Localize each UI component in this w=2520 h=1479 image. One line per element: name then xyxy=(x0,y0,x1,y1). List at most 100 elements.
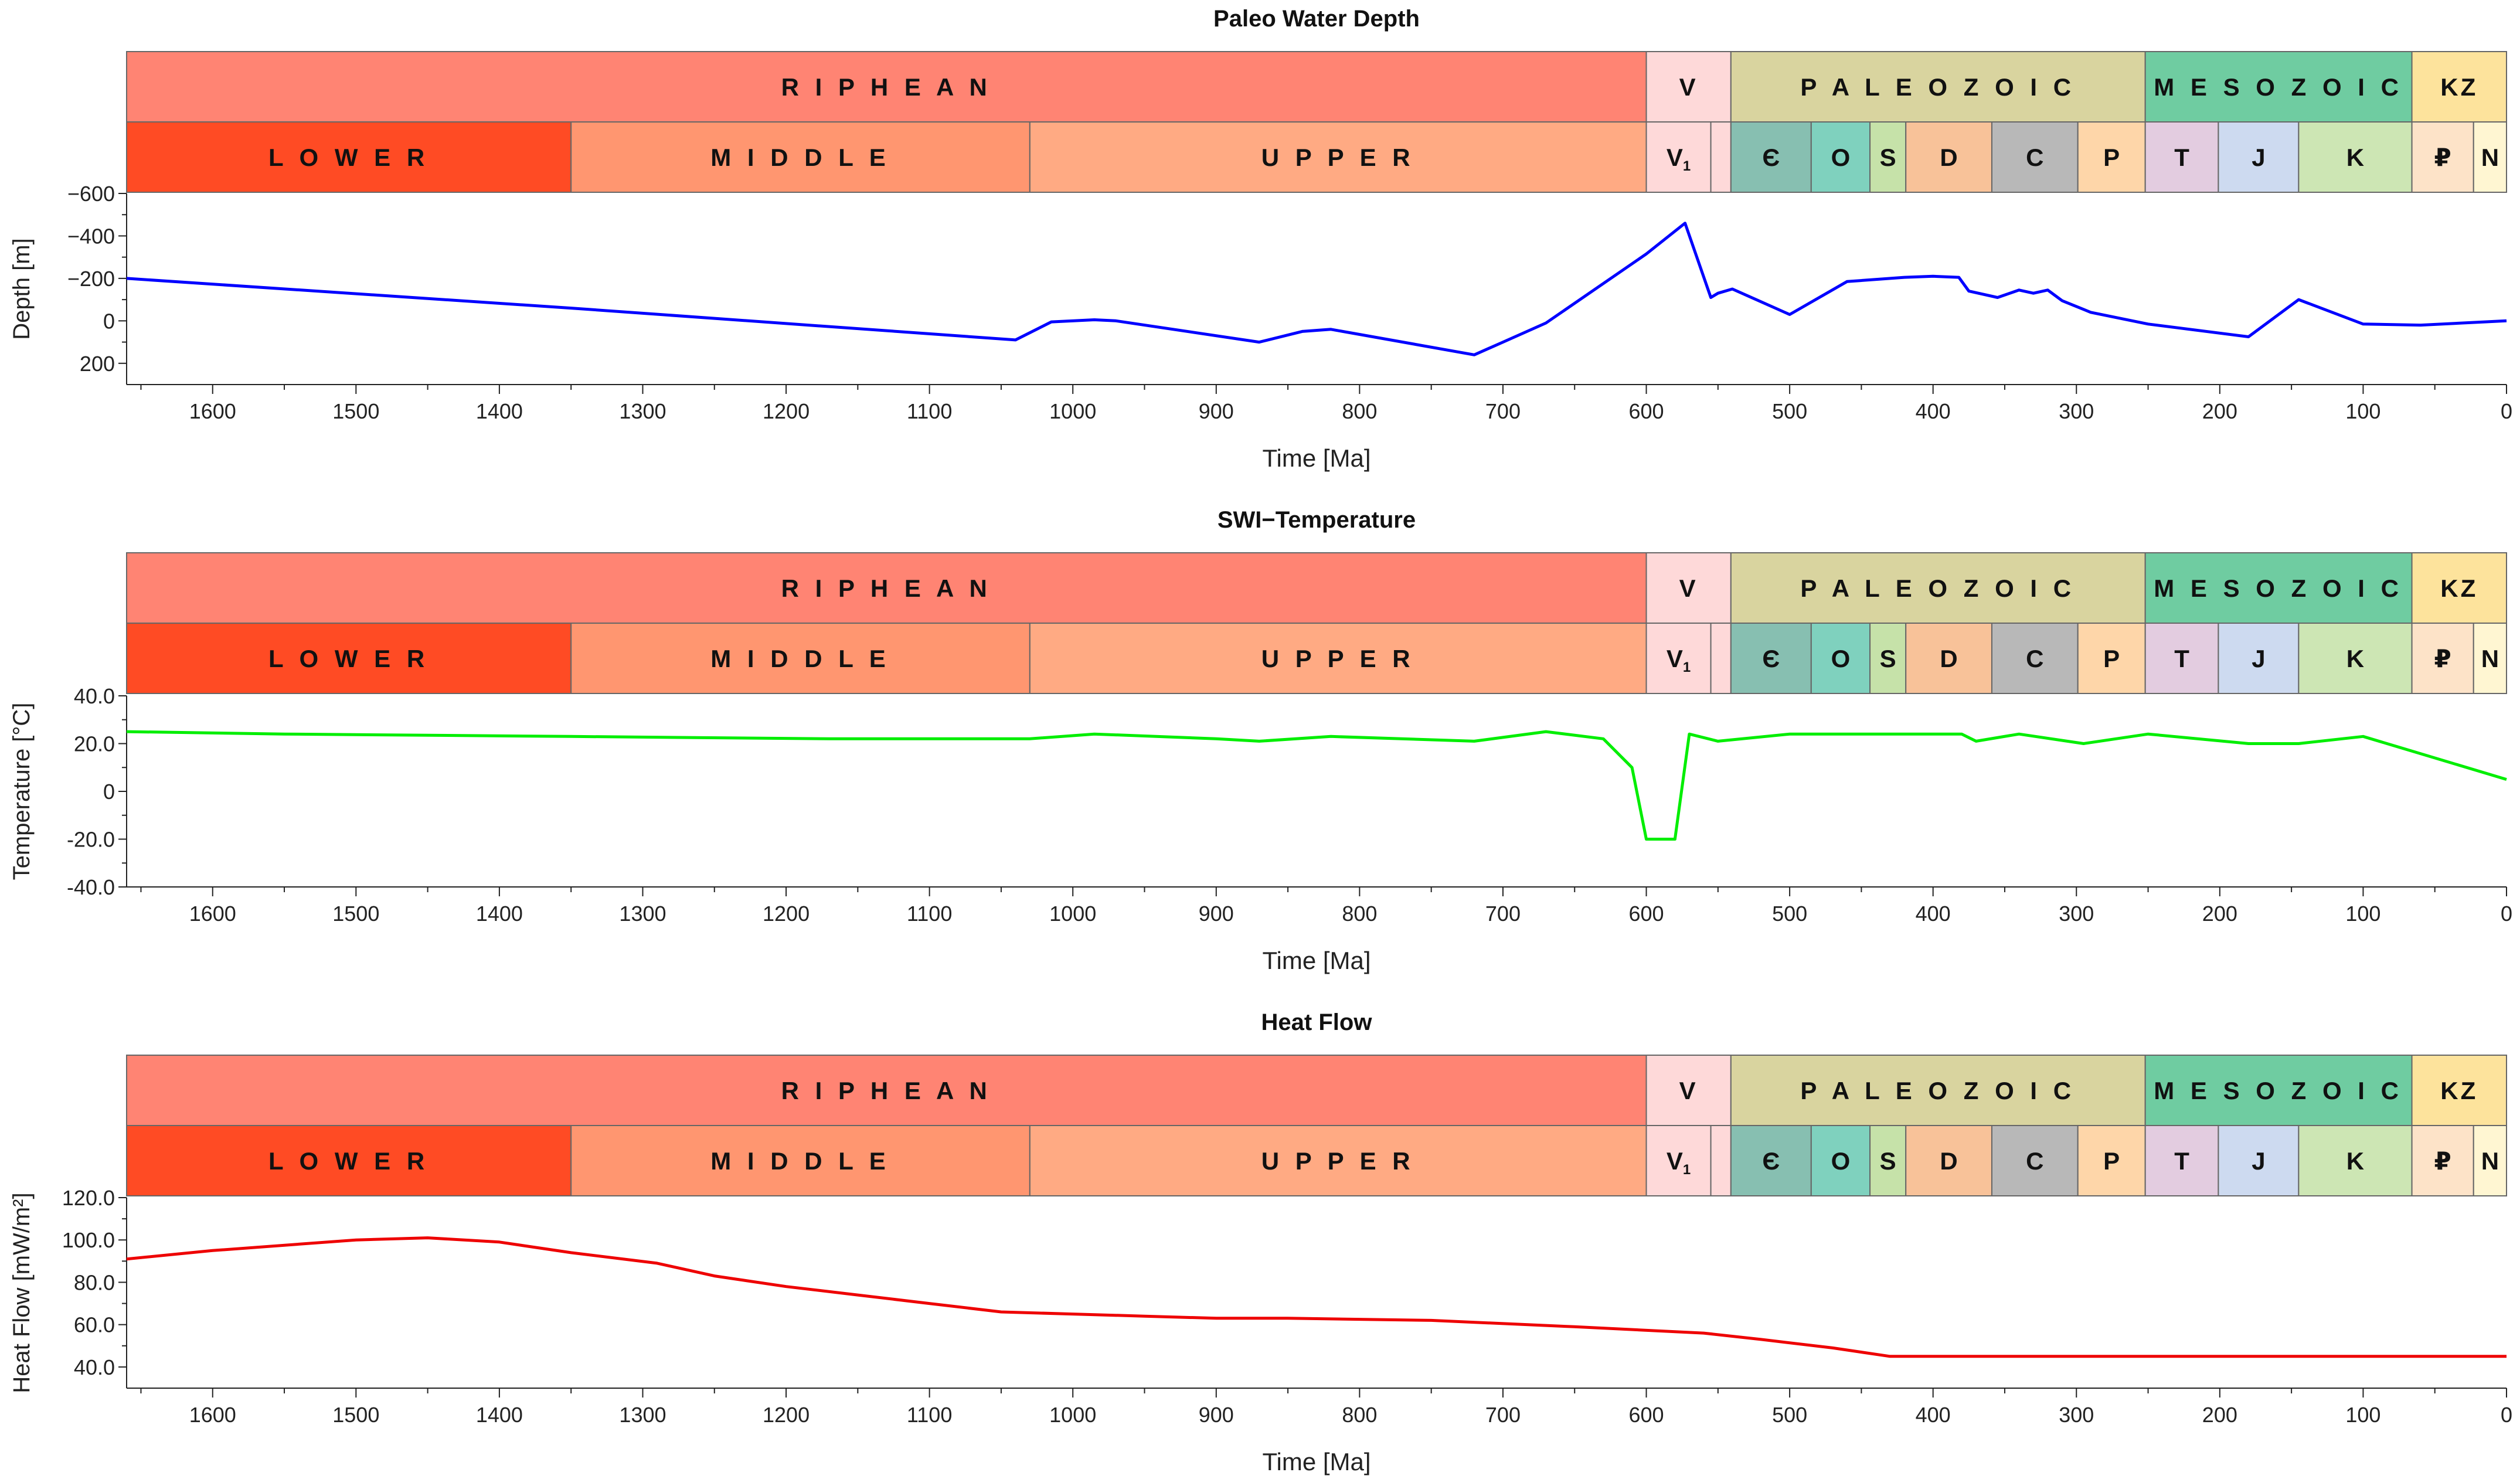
period-label: L O W E R xyxy=(268,144,429,171)
x-tick-label: 1500 xyxy=(332,1403,379,1427)
x-tick-label: 800 xyxy=(1342,399,1377,423)
period-cell xyxy=(126,121,572,193)
y-axis-label: Depth [m] xyxy=(9,238,35,339)
x-tick-label: 0 xyxy=(2501,399,2512,423)
period-label: U P P E R xyxy=(1261,645,1415,672)
period-cell xyxy=(1991,121,2079,193)
y-tick-label: −600 xyxy=(67,182,115,206)
period-cell xyxy=(1869,121,1907,193)
x-tick-label: 700 xyxy=(1485,902,1521,926)
period-subscript: 1 xyxy=(1683,158,1691,174)
period-label: P xyxy=(2103,645,2120,672)
era-label: M E S O Z O I C xyxy=(2154,73,2403,101)
x-tick-label: 1500 xyxy=(332,399,379,423)
era-cell xyxy=(2144,552,2413,624)
x-tick-label: 500 xyxy=(1772,1403,1807,1427)
period-label: ₽ xyxy=(2434,645,2451,672)
x-tick-label: 1200 xyxy=(763,399,810,423)
period-subscript: 1 xyxy=(1683,659,1691,675)
x-axis-label: Time [Ma] xyxy=(1262,947,1370,974)
period-label: D xyxy=(1940,1147,1957,1175)
era-cell xyxy=(1645,1055,1732,1126)
x-tick-label: 1600 xyxy=(189,902,236,926)
era-label: V xyxy=(1679,574,1698,602)
era-label: KZ xyxy=(2440,1077,2478,1104)
period-cell xyxy=(1869,1125,1907,1196)
period-label: D xyxy=(1940,144,1957,171)
x-tick-label: 600 xyxy=(1628,902,1664,926)
period-cell xyxy=(2298,623,2413,694)
period-cell xyxy=(2144,121,2219,193)
x-tick-label: 1100 xyxy=(907,1403,952,1427)
period-cell xyxy=(2218,623,2300,694)
period-cell xyxy=(1869,623,1907,694)
x-tick-label: 1200 xyxy=(763,902,810,926)
chart-title: SWI−Temperature xyxy=(1218,507,1416,533)
era-cell xyxy=(2144,51,2413,123)
era-cell xyxy=(126,552,1647,624)
x-tick-label: 1400 xyxy=(476,1403,523,1427)
x-tick-label: 300 xyxy=(2059,1403,2094,1427)
y-tick-label: −200 xyxy=(67,267,115,291)
period-label: N xyxy=(2481,645,2499,672)
x-tick-label: 1300 xyxy=(619,1403,666,1427)
x-tick-label: 100 xyxy=(2345,1403,2380,1427)
chart-panel-2: SWI−Temperature R I P H E A N V P A L E O Z… xyxy=(9,507,2512,974)
period-label: C xyxy=(2026,144,2043,171)
period-cell xyxy=(2411,623,2474,694)
period-cell xyxy=(2077,1125,2146,1196)
period-cell xyxy=(1905,1125,1992,1196)
x-tick-label: 1200 xyxy=(763,1403,810,1427)
x-tick-label: 400 xyxy=(1916,902,1951,926)
era-label: R I P H E A N xyxy=(781,73,992,101)
period-label: T xyxy=(2174,645,2189,672)
period-cell xyxy=(1645,623,1712,694)
period-cell xyxy=(570,623,1031,694)
period-label: N xyxy=(2481,144,2499,171)
chart-title: Paleo Water Depth xyxy=(1213,6,1420,32)
y-tick-label: -40.0 xyxy=(67,875,115,899)
period-label: J xyxy=(2252,645,2265,672)
era-label: KZ xyxy=(2440,574,2478,602)
era-cell xyxy=(2144,1055,2413,1126)
series-line xyxy=(126,730,2507,841)
period-cell xyxy=(2144,623,2219,694)
y-tick-label: -20.0 xyxy=(67,828,115,852)
x-tick-label: 300 xyxy=(2059,399,2094,423)
period-label: P xyxy=(2103,1147,2120,1175)
x-tick-label: 300 xyxy=(2059,902,2094,926)
period-cell xyxy=(1730,121,1812,193)
period-label: K xyxy=(2346,144,2364,171)
x-tick-label: 200 xyxy=(2202,1403,2237,1427)
era-label: P A L E O Z O I C xyxy=(1800,574,2076,602)
period-cell xyxy=(2473,623,2508,694)
period-label: O xyxy=(1831,144,1851,171)
period-label: C xyxy=(2026,1147,2043,1175)
period-cell xyxy=(1730,623,1812,694)
period-label: Є xyxy=(1762,144,1780,171)
period-cell xyxy=(2473,1125,2508,1196)
x-tick-label: 1300 xyxy=(619,902,666,926)
x-tick-label: 600 xyxy=(1628,1403,1664,1427)
x-tick-label: 900 xyxy=(1199,902,1234,926)
period-cell xyxy=(1645,1125,1712,1196)
period-label: L O W E R xyxy=(268,645,429,672)
period-cell xyxy=(2298,1125,2413,1196)
y-tick-label: 20.0 xyxy=(74,732,115,756)
y-tick-label: 80.0 xyxy=(74,1270,115,1294)
y-tick-label: 100.0 xyxy=(62,1228,115,1252)
period-cell xyxy=(1710,121,1732,193)
y-tick-label: 0 xyxy=(103,309,115,333)
era-label: V xyxy=(1679,1077,1698,1104)
period-cell xyxy=(2411,1125,2474,1196)
period-cell xyxy=(1991,623,2079,694)
period-label: M I D D L E xyxy=(710,645,890,672)
x-tick-label: 1400 xyxy=(476,399,523,423)
period-label: M I D D L E xyxy=(710,1147,890,1175)
chart-title: Heat Flow xyxy=(1261,1009,1373,1035)
x-tick-label: 1000 xyxy=(1049,902,1096,926)
period-label: ₽ xyxy=(2434,1147,2451,1175)
era-cell xyxy=(126,1055,1647,1126)
period-label: K xyxy=(2346,1147,2364,1175)
period-cell xyxy=(1810,1125,1871,1196)
